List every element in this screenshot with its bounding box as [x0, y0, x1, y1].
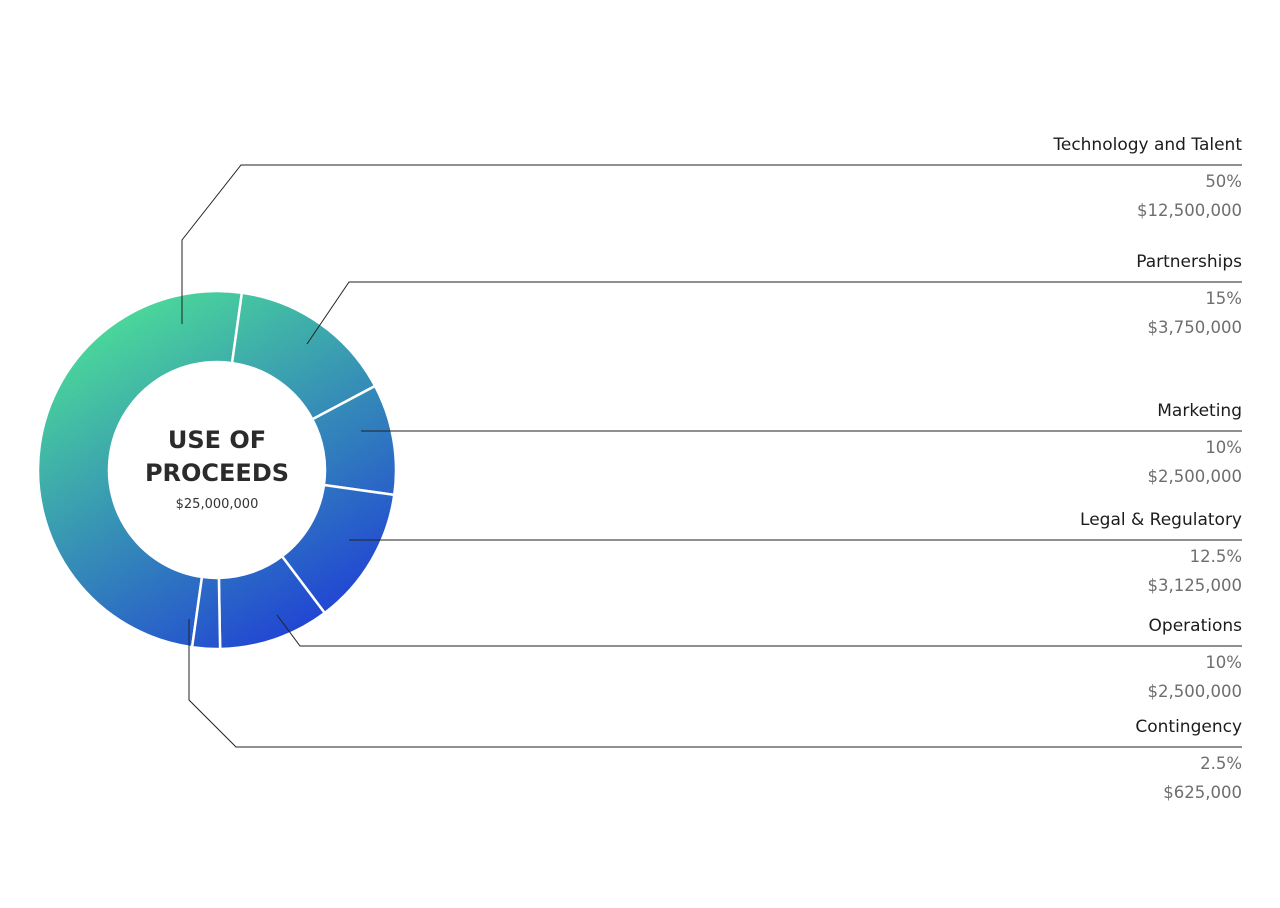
center-title-line-1: USE OF	[168, 426, 266, 454]
label-name-partnerships: Partnerships	[1136, 252, 1242, 272]
center-total: $25,000,000	[176, 497, 259, 512]
label-name-contingency: Contingency	[1135, 717, 1242, 737]
label-percent-partnerships: 15%	[1205, 289, 1242, 308]
label-amount-legal-regulatory: $3,125,000	[1148, 576, 1242, 595]
label-name-operations: Operations	[1149, 616, 1243, 636]
center-title-line-2: PROCEEDS	[145, 459, 289, 487]
donut-center: USE OF PROCEEDS $25,000,000	[145, 426, 289, 512]
label-percent-operations: 10%	[1205, 653, 1242, 672]
label-amount-technology-and-talent: $12,500,000	[1137, 201, 1242, 220]
slice-contingency	[190, 575, 222, 651]
label-percent-contingency: 2.5%	[1200, 754, 1242, 773]
slice-labels: Technology and Talent 50% $12,500,000 Partn…	[1052, 135, 1242, 802]
label-name-marketing: Marketing	[1157, 401, 1242, 421]
label-name-legal-regulatory: Legal & Regulatory	[1080, 510, 1242, 530]
leader-line-contingency	[188, 619, 1242, 748]
label-percent-technology-and-talent: 50%	[1205, 172, 1242, 191]
label-percent-legal-regulatory: 12.5%	[1190, 547, 1242, 566]
leader-line-partnerships	[306, 281, 1242, 345]
label-percent-marketing: 10%	[1205, 438, 1242, 457]
leader-line-technology-and-talent	[181, 164, 1242, 324]
donut-slices	[36, 289, 398, 651]
label-amount-partnerships: $3,750,000	[1148, 318, 1242, 337]
slice-technology-and-talent	[36, 289, 244, 649]
label-name-technology-and-talent: Technology and Talent	[1052, 135, 1242, 155]
leader-lines	[181, 164, 1242, 748]
label-amount-operations: $2,500,000	[1148, 682, 1242, 701]
label-amount-marketing: $2,500,000	[1148, 467, 1242, 486]
label-amount-contingency: $625,000	[1163, 783, 1242, 802]
leader-line-operations	[276, 614, 1242, 647]
